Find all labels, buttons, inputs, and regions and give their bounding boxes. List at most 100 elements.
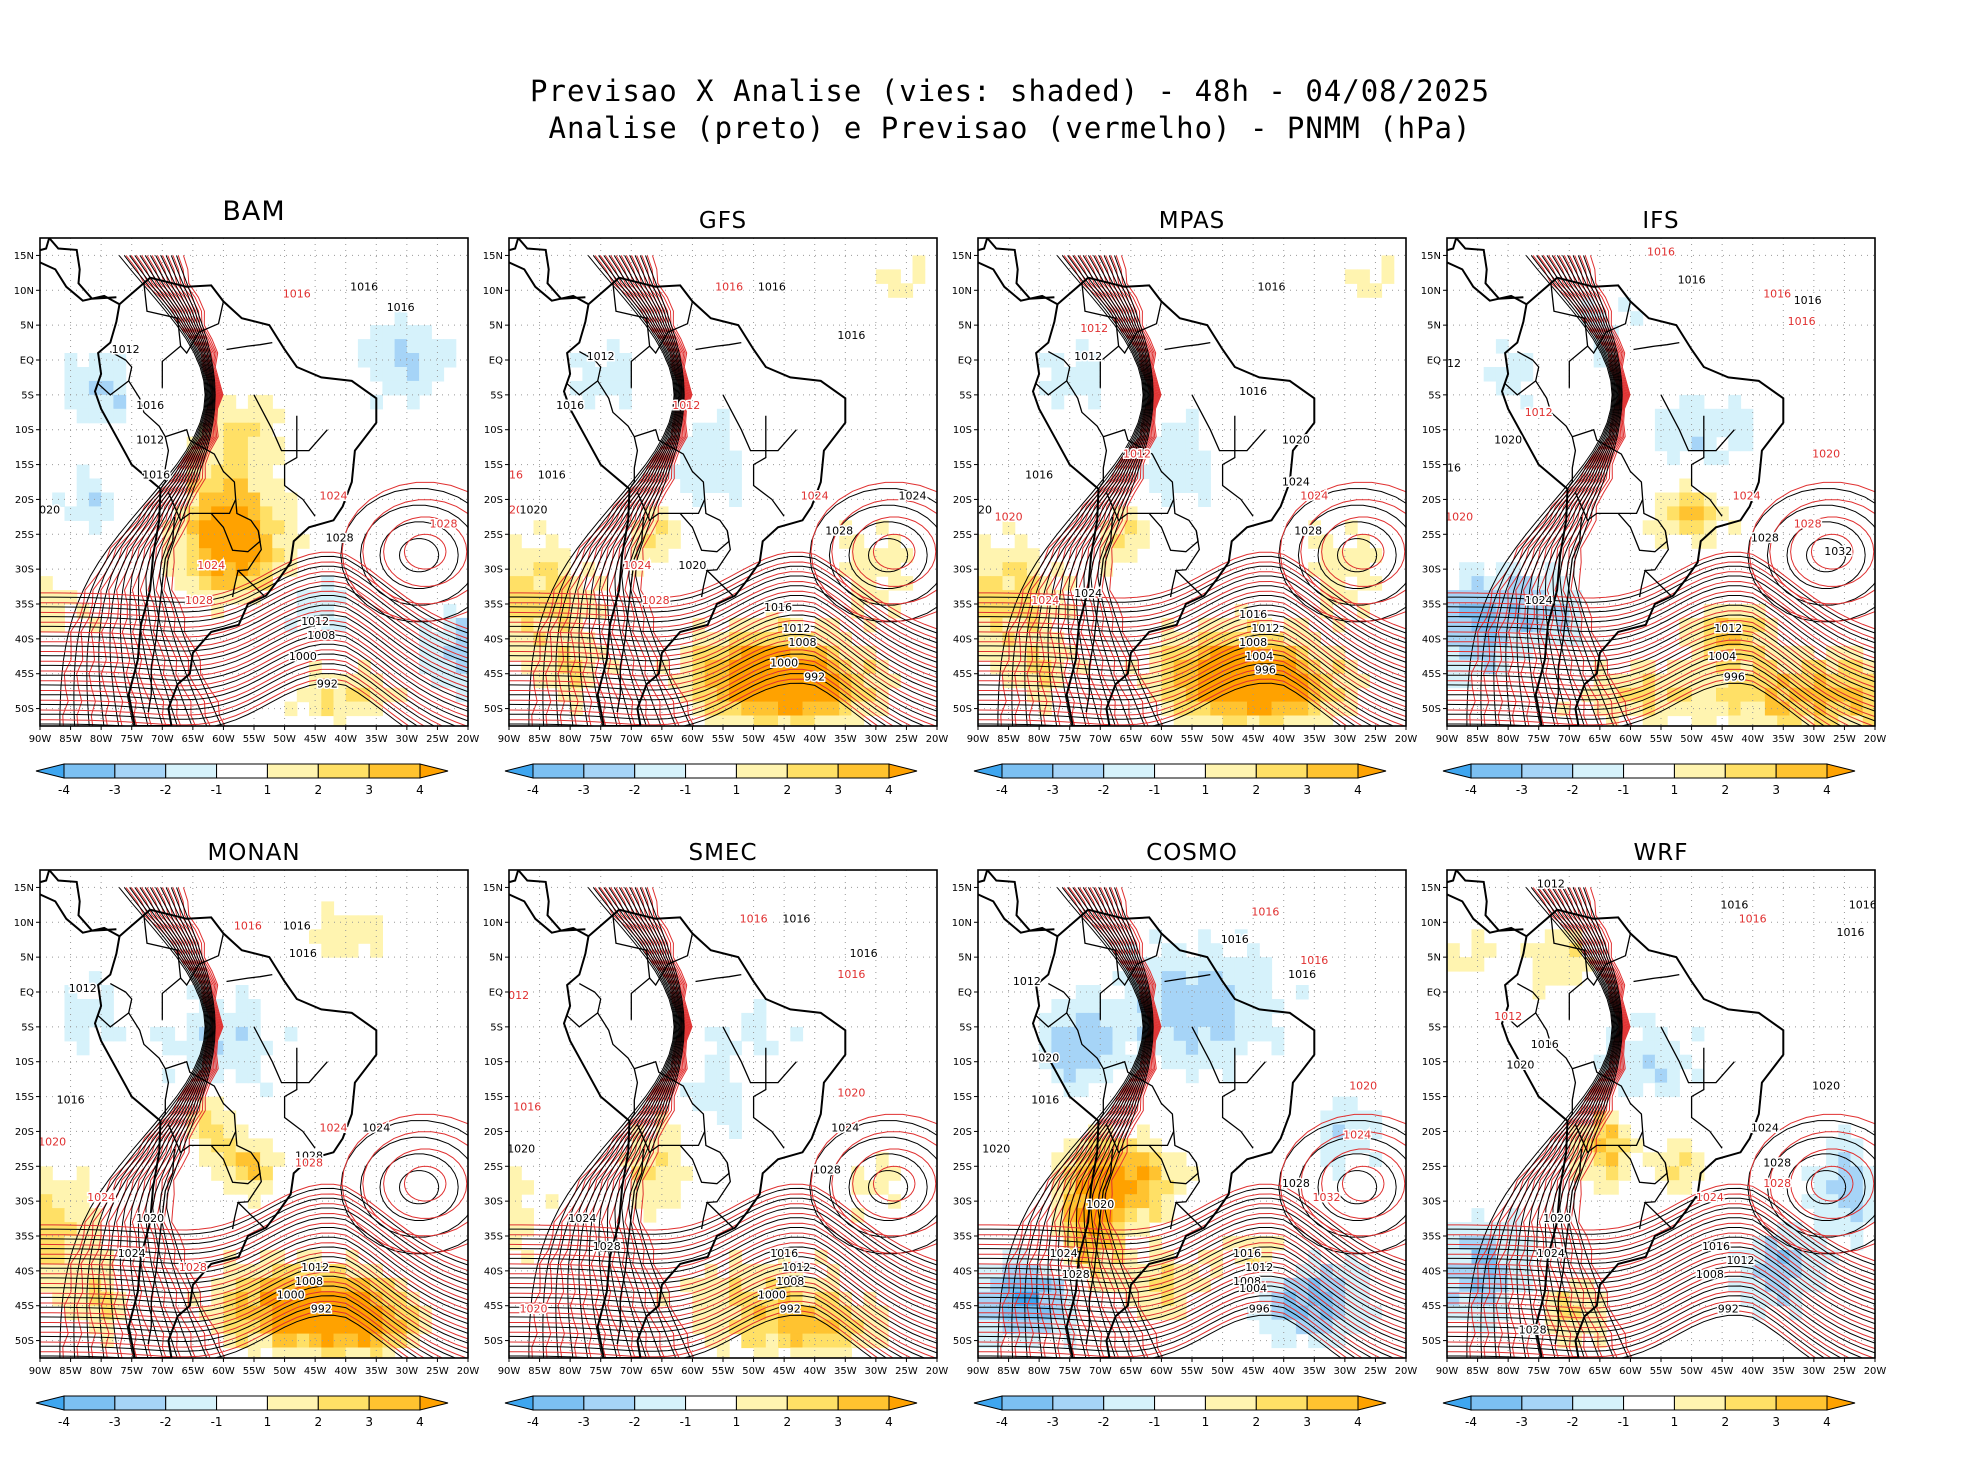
bias-cell bbox=[223, 1110, 237, 1125]
isobar-label: 1024 bbox=[801, 489, 829, 502]
coastline bbox=[509, 238, 589, 306]
country-border bbox=[1191, 1026, 1266, 1084]
isobar-analise bbox=[978, 1197, 1406, 1276]
bias-cell bbox=[1344, 1138, 1358, 1153]
bias-cell bbox=[716, 450, 730, 466]
bias-cell bbox=[76, 408, 90, 424]
isobar-previsao bbox=[1570, 887, 1630, 1358]
country-border bbox=[1554, 1148, 1583, 1345]
bias-cell bbox=[1862, 1194, 1875, 1209]
bias-cell bbox=[1173, 985, 1187, 1000]
lon-tick-label: 35W bbox=[834, 734, 857, 745]
country-border bbox=[722, 1026, 797, 1084]
colorbar-label: -3 bbox=[1047, 783, 1059, 797]
bias-cell bbox=[1075, 1054, 1089, 1070]
bias-cell bbox=[606, 367, 620, 382]
bias-cell bbox=[345, 687, 359, 703]
bias-cell bbox=[284, 1333, 298, 1349]
isobar-previsao bbox=[40, 1252, 468, 1330]
isobar-label: 1000 bbox=[289, 650, 317, 663]
bias-cell bbox=[235, 492, 249, 507]
bias-cell bbox=[655, 520, 669, 535]
bias-cell bbox=[345, 1277, 359, 1293]
bias-cell bbox=[1569, 971, 1583, 986]
isobar-analise bbox=[978, 555, 1406, 634]
isobar-label: 1008 bbox=[776, 1275, 804, 1288]
isobar-analise bbox=[1278, 1120, 1406, 1255]
colorbar-label: -1 bbox=[1618, 1415, 1630, 1429]
isobar-previsao bbox=[632, 255, 692, 726]
colorbar-segment bbox=[114, 1395, 167, 1411]
colorbar-segment bbox=[837, 763, 890, 779]
country-border bbox=[616, 1148, 645, 1345]
colorbar-label: -2 bbox=[160, 783, 172, 797]
bias-cell bbox=[1618, 297, 1631, 312]
colorbar-segment bbox=[1255, 763, 1308, 779]
bias-cell bbox=[1161, 1012, 1175, 1028]
isobar-previsao bbox=[978, 639, 1406, 718]
lon-tick-label: 60W bbox=[1619, 1366, 1642, 1377]
coastline bbox=[1031, 276, 1316, 726]
colorbar-label: -3 bbox=[109, 1415, 121, 1429]
lon-tick-label: 80W bbox=[559, 734, 582, 745]
isobar-previsao bbox=[632, 887, 692, 1358]
isobar-previsao bbox=[40, 1242, 468, 1320]
bias-cell bbox=[875, 548, 889, 563]
colorbar-label: -4 bbox=[996, 1415, 1008, 1429]
isobar-analise bbox=[509, 653, 926, 726]
bias-cell bbox=[1654, 1082, 1668, 1098]
lat-tick-label: 10S bbox=[484, 1057, 503, 1068]
isobar-analise bbox=[1047, 255, 1148, 726]
bias-cell bbox=[345, 1319, 359, 1335]
bias-cell bbox=[382, 367, 396, 382]
country-border bbox=[1516, 351, 1540, 382]
isobar-analise bbox=[978, 1227, 1406, 1305]
bias-cell bbox=[406, 367, 420, 382]
bias-cell bbox=[321, 701, 335, 717]
bias-cell bbox=[1234, 1236, 1248, 1251]
bias-cell bbox=[790, 673, 804, 689]
isobar-label: 1012 bbox=[782, 622, 810, 635]
bias-cell bbox=[1271, 701, 1285, 717]
bias-cell bbox=[40, 1166, 53, 1181]
bias-cell bbox=[1813, 1208, 1827, 1223]
bias-cell bbox=[753, 1347, 767, 1358]
bias-cell bbox=[88, 999, 102, 1014]
isobar-analise bbox=[40, 673, 419, 726]
isobar-analise bbox=[1036, 887, 1147, 1358]
bias-cell bbox=[1002, 576, 1016, 591]
bias-cell bbox=[545, 645, 559, 661]
bias-cell bbox=[1063, 1026, 1077, 1042]
isobar-label: 1016 bbox=[758, 280, 786, 293]
bias-cell bbox=[333, 929, 347, 944]
isobar-label: 1020 bbox=[495, 503, 523, 516]
bias-cell bbox=[643, 548, 657, 563]
bias-cell bbox=[1813, 715, 1827, 726]
bias-cell bbox=[431, 631, 445, 647]
isobar-label: 1020 bbox=[507, 1142, 535, 1155]
bias-cell bbox=[582, 394, 596, 410]
bias-cell bbox=[1259, 673, 1273, 689]
lat-tick-label: 30S bbox=[484, 1197, 503, 1208]
bias-cell bbox=[223, 436, 237, 452]
bias-cell bbox=[1259, 701, 1273, 717]
bias-cell bbox=[52, 1277, 65, 1293]
bias-cell bbox=[1838, 1138, 1852, 1153]
colorbar-label: 4 bbox=[885, 783, 893, 797]
bias-cell bbox=[1850, 1166, 1864, 1181]
isobar-label: 1004 bbox=[1708, 650, 1736, 663]
bias-cell bbox=[174, 534, 188, 549]
bias-cell bbox=[1789, 715, 1803, 726]
country-border bbox=[165, 428, 237, 522]
bias-cell bbox=[729, 1082, 742, 1098]
bias-cell bbox=[729, 478, 742, 493]
bias-cell bbox=[1075, 985, 1089, 1000]
bias-cell bbox=[978, 534, 991, 549]
isobar-previsao bbox=[1447, 561, 1875, 640]
bias-cell bbox=[1112, 1012, 1126, 1028]
bias-cell bbox=[1259, 1319, 1273, 1335]
bias-cell bbox=[1222, 701, 1236, 717]
bias-cell bbox=[1508, 1222, 1521, 1237]
bias-cell bbox=[521, 1249, 534, 1265]
country-border bbox=[634, 428, 706, 522]
